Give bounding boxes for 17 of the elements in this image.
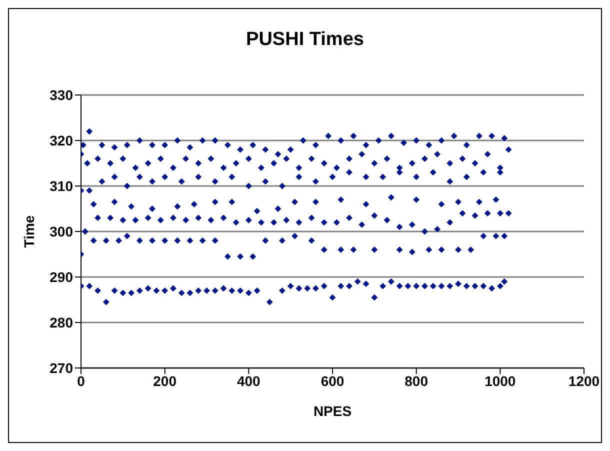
y-tick-label: 270 [50, 360, 74, 376]
x-tick-label: 400 [236, 372, 261, 389]
x-tick-label: 1000 [484, 372, 516, 389]
y-tick-label: 290 [50, 268, 74, 285]
chart-title: PUSHI Times [245, 29, 365, 51]
y-axis-title: Time [20, 215, 37, 248]
y-tick-label: 330 [50, 86, 74, 103]
x-tick-label: 200 [153, 372, 177, 389]
x-axis-title: NPES [313, 403, 352, 419]
x-tick-label: 0 [77, 372, 86, 389]
x-tick-label: 600 [320, 372, 344, 389]
x-tick-label: 1200 [568, 372, 600, 389]
y-tick-label: 300 [50, 223, 74, 240]
x-tick-label: 800 [404, 372, 428, 389]
y-tick-label: 320 [50, 132, 74, 148]
y-tick-label: 310 [50, 178, 74, 194]
y-tick-label: 280 [50, 314, 74, 330]
